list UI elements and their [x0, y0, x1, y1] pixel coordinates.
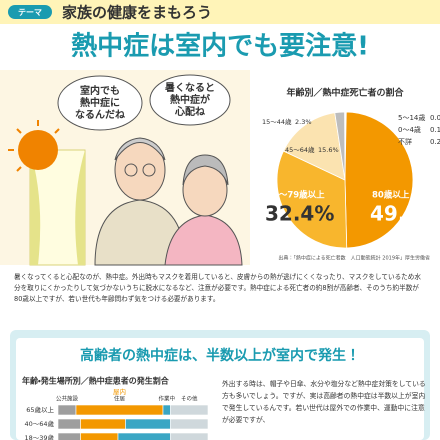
bar-segment [80, 432, 119, 440]
paragraph: 暑くなってくると心配なのが、熱中症。外出時もマスクを着用していると、皮膚からの熱… [14, 273, 421, 303]
pie-value-label: 0.1% [430, 126, 440, 134]
pie-label: 不詳 [398, 137, 412, 146]
bar-segment [162, 404, 171, 416]
legend-label: 公共施設 [56, 395, 79, 403]
bar-segment [57, 418, 81, 430]
bar-segment [170, 418, 209, 430]
bar-title: 年齢・発生場所別／熱中症患者の発生割合 [22, 376, 170, 386]
row-label: 40～64歳 [24, 419, 54, 428]
bar-segment [57, 432, 81, 440]
tag: テーマ [18, 8, 42, 17]
pie-label: 65～79歳以上 [267, 190, 325, 201]
bubble-text: 心配ね [174, 105, 205, 118]
annotation: 屋内 [113, 387, 126, 396]
legend-label: 作業中 [158, 395, 175, 403]
pie-value-label: 0.2% [430, 138, 440, 146]
bubble-text: 熱中症に [80, 96, 120, 109]
legend-label: その他 [181, 395, 198, 403]
bubble-text: 熱中症が [170, 93, 211, 106]
bar-segment [117, 432, 171, 440]
pie-value-label: 49.3% [370, 202, 439, 226]
bubble-text: 室内でも [80, 84, 120, 97]
pie-label: 80歳以上 [372, 190, 410, 201]
bubble-text: なるんだね [75, 109, 125, 121]
section-text: 外出する時は、帽子や日傘、水分や塩分など熱中症対策をしている方も多いでしょう。で… [222, 380, 426, 424]
header-band [0, 0, 440, 24]
illustration [0, 70, 250, 266]
section-heading: 高齢者の熱中症は、半数以上が室内で発生！ [80, 347, 360, 364]
bar-segment [75, 404, 164, 416]
pie-value-label: 15.6% [318, 146, 339, 154]
headline: 熱中症は室内でも要注意! [71, 31, 369, 62]
pie-slice [334, 111, 346, 181]
pie-source: 出典：「熱中症による死亡者数 人口動態統計 2019年」厚生労働省 [278, 255, 430, 262]
pie-label: 5～14歳 [398, 113, 425, 122]
row-label: 65歳以上 [26, 405, 54, 414]
header-title: 家族の健康をまもろう [62, 4, 212, 22]
row-label: 18～39歳 [24, 433, 54, 440]
bubble-text: 暑くなると [165, 82, 215, 94]
pie-label: 15～44歳 [262, 117, 292, 126]
pie-value-label: 32.4% [265, 202, 334, 226]
pie-value-label: 2.3% [295, 118, 312, 126]
tag-pill [8, 5, 52, 19]
bar-segment [125, 418, 171, 430]
pie-slice [282, 112, 346, 181]
pie-value-label: 0.0% [430, 114, 440, 122]
legend-label: 住居 [114, 395, 126, 403]
bar-segment [170, 432, 209, 440]
pie-label: 45～64歳 [285, 145, 315, 154]
bar-segment [80, 418, 126, 430]
pie-label: 0～4歳 [398, 125, 421, 134]
bar-segment [170, 404, 209, 416]
pie-title: 年齢別／熱中症死亡者の割合 [286, 87, 404, 99]
pie-slice [276, 150, 348, 249]
bar-segment [57, 404, 77, 416]
pie-slice [344, 111, 414, 249]
